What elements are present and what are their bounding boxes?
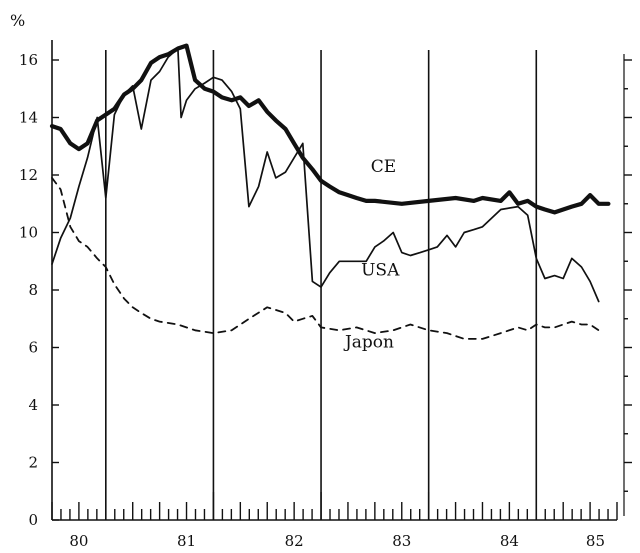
y-tick-label-16: 16 bbox=[19, 51, 38, 69]
y-tick-labels: 0 2 4 6 8 10 12 14 16 bbox=[19, 51, 38, 529]
x-tick-labels: 80 81 82 83 84 85 bbox=[69, 532, 605, 550]
x-tick-label-83: 83 bbox=[392, 532, 411, 550]
axes bbox=[51, 40, 617, 521]
x-tick-label-81: 81 bbox=[177, 532, 196, 550]
y-ticks bbox=[52, 59, 59, 521]
y-tick-label-4: 4 bbox=[28, 396, 38, 414]
x-ticks bbox=[51, 492, 618, 520]
series-lines bbox=[49, 43, 611, 340]
y-tick-label-10: 10 bbox=[19, 224, 38, 242]
series-line-japon bbox=[51, 177, 600, 340]
y-tick-label-12: 12 bbox=[19, 166, 38, 184]
right-ticks bbox=[623, 54, 632, 516]
y-tick-label-6: 6 bbox=[28, 339, 38, 357]
x-tick-label-82: 82 bbox=[285, 532, 304, 550]
x-tick-label-85: 85 bbox=[586, 532, 605, 550]
y-tick-label-8: 8 bbox=[28, 281, 38, 299]
series-line-ce bbox=[49, 43, 611, 215]
y-tick-label-14: 14 bbox=[19, 109, 38, 127]
y-tick-label-2: 2 bbox=[28, 454, 38, 472]
series-line-usa bbox=[51, 47, 600, 303]
x-tick-label-84: 84 bbox=[500, 532, 519, 550]
series-labels: CE USA Japon bbox=[343, 157, 400, 352]
y-unit-label: % bbox=[10, 11, 25, 30]
series-label-usa: USA bbox=[361, 261, 400, 281]
series-label-japon: Japon bbox=[343, 333, 394, 353]
year-dividers bbox=[105, 50, 538, 520]
y-tick-label-0: 0 bbox=[28, 511, 38, 529]
series-label-ce: CE bbox=[371, 157, 396, 177]
x-tick-label-80: 80 bbox=[69, 532, 88, 550]
